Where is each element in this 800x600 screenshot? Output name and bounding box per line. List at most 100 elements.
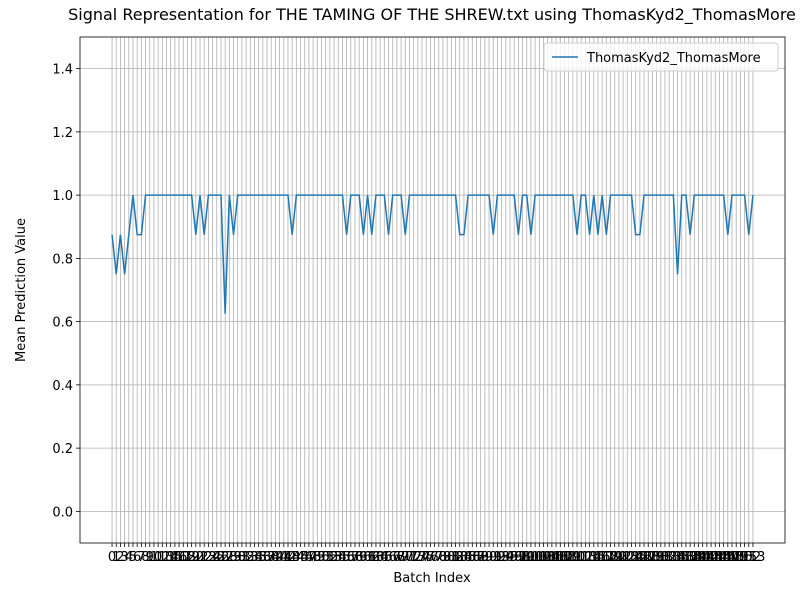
x-tick-label: 10 xyxy=(146,550,163,565)
x-tick-label: 23 xyxy=(200,550,217,565)
x-tick-label: 86 xyxy=(464,550,481,565)
x-tick-label: 88 xyxy=(472,550,489,565)
x-tick-label: 111 xyxy=(565,550,590,565)
x-tick-label: 0 xyxy=(108,550,116,565)
x-tick-label: 34 xyxy=(246,550,263,565)
x-tick-label: 52 xyxy=(322,550,339,565)
x-tick-label: 30 xyxy=(229,550,246,565)
x-tick-label: 92 xyxy=(489,550,506,565)
x-tick-label: 99 xyxy=(518,550,535,565)
x-tick-label: 132 xyxy=(653,550,678,565)
x-tick-label: 53 xyxy=(326,550,343,565)
x-tick-label: 32 xyxy=(238,550,255,565)
x-tick-label: 66 xyxy=(380,550,397,565)
x-tick-label: 121 xyxy=(606,550,631,565)
x-tick-label: 1 xyxy=(112,550,120,565)
x-tick-label: 48 xyxy=(305,550,322,565)
x-tick-label: 73 xyxy=(410,550,427,565)
x-tick-label: 68 xyxy=(389,550,406,565)
x-tick-label: 13 xyxy=(158,550,175,565)
x-tick-label: 108 xyxy=(552,550,577,565)
x-tick-label: 143 xyxy=(699,550,724,565)
x-tick-label: 96 xyxy=(506,550,523,565)
x-tick-label: 20 xyxy=(188,550,205,565)
x-axis-label: Batch Index xyxy=(393,571,471,586)
x-tick-label: 54 xyxy=(330,550,347,565)
x-tick-label: 57 xyxy=(343,550,360,565)
x-tick-label: 14 xyxy=(162,550,179,565)
x-tick-label: 106 xyxy=(544,550,569,565)
y-tick-label: 0.0 xyxy=(52,505,73,520)
x-tick-label: 74 xyxy=(414,550,431,565)
x-tick-label: 41 xyxy=(276,550,293,565)
x-tick-label: 147 xyxy=(715,550,740,565)
y-tick-label: 0.2 xyxy=(52,442,73,457)
x-tick-label: 69 xyxy=(393,550,410,565)
x-tick-label: 91 xyxy=(485,550,502,565)
x-tick-label: 127 xyxy=(632,550,657,565)
x-tick-label: 95 xyxy=(502,550,519,565)
x-tick-label: 150 xyxy=(728,550,753,565)
x-tick-label: 110 xyxy=(560,550,585,565)
x-tick-label: 6 xyxy=(133,550,141,565)
x-tick-label: 120 xyxy=(602,550,627,565)
data-line xyxy=(111,194,754,314)
x-tick-label: 139 xyxy=(682,550,707,565)
x-tick-label: 117 xyxy=(590,550,615,565)
x-tick-label: 75 xyxy=(418,550,435,565)
chart-title: Signal Representation for THE TAMING OF … xyxy=(68,5,796,25)
x-tick-label: 39 xyxy=(267,550,284,565)
x-tick-label: 15 xyxy=(167,550,184,565)
x-tick-label: 81 xyxy=(443,550,460,565)
y-tick-label: 1.0 xyxy=(52,189,73,204)
x-tick-label: 83 xyxy=(451,550,468,565)
x-tick-label: 125 xyxy=(623,550,648,565)
x-tick-label: 135 xyxy=(665,550,690,565)
x-tick-label: 59 xyxy=(351,550,368,565)
x-tick-label: 67 xyxy=(384,550,401,565)
x-tick-label: 40 xyxy=(271,550,288,565)
x-tick-label: 42 xyxy=(280,550,297,565)
x-tick-label: 64 xyxy=(372,550,389,565)
plot-frame xyxy=(79,36,786,544)
x-tick-label: 16 xyxy=(171,550,188,565)
x-tick-label: 94 xyxy=(498,550,515,565)
x-tick-label: 153 xyxy=(741,550,766,565)
x-tick-label: 129 xyxy=(640,550,665,565)
x-tick-label: 21 xyxy=(192,550,209,565)
x-tick-label: 26 xyxy=(213,550,230,565)
x-tick-label: 114 xyxy=(577,550,602,565)
x-tick-label: 142 xyxy=(694,550,719,565)
x-tick-label: 87 xyxy=(468,550,485,565)
x-tick-label: 116 xyxy=(586,550,611,565)
x-tick-label: 49 xyxy=(309,550,326,565)
x-tick-label: 33 xyxy=(242,550,259,565)
x-tick-label: 71 xyxy=(401,550,418,565)
x-tick-label: 85 xyxy=(460,550,477,565)
x-tick-label: 43 xyxy=(284,550,301,565)
legend-label: ThomasKyd2_ThomasMore xyxy=(586,51,761,66)
y-tick-label: 1.4 xyxy=(52,63,73,78)
x-tick-label: 8 xyxy=(141,550,149,565)
y-tick-label: 0.6 xyxy=(52,316,73,331)
x-tick-label: 131 xyxy=(648,550,673,565)
x-tick-label: 35 xyxy=(250,550,267,565)
x-tick-label: 5 xyxy=(129,550,137,565)
x-tick-label: 144 xyxy=(703,550,728,565)
x-tick-label: 89 xyxy=(477,550,494,565)
x-tick-label: 19 xyxy=(183,550,200,565)
x-tick-label: 28 xyxy=(221,550,238,565)
y-tick-label: 0.8 xyxy=(52,252,73,267)
x-tick-label: 17 xyxy=(175,550,192,565)
x-tick-label: 146 xyxy=(711,550,736,565)
x-tick-label: 37 xyxy=(259,550,276,565)
x-tick-label: 11 xyxy=(150,550,167,565)
x-tick-label: 56 xyxy=(338,550,355,565)
x-tick-label: 84 xyxy=(456,550,473,565)
x-tick-label: 70 xyxy=(397,550,414,565)
x-tick-label: 118 xyxy=(594,550,619,565)
x-tick-label: 29 xyxy=(225,550,242,565)
x-tick-label: 97 xyxy=(510,550,527,565)
